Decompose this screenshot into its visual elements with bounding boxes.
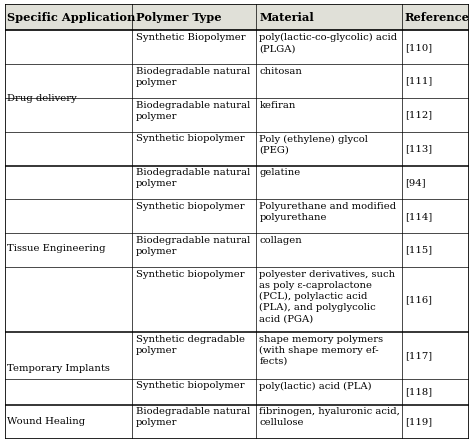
- Text: kefiran: kefiran: [259, 101, 296, 109]
- Text: Drug delivery: Drug delivery: [7, 93, 77, 102]
- Text: Material: Material: [259, 12, 314, 23]
- Text: Synthetic biopolymer: Synthetic biopolymer: [136, 134, 245, 144]
- Text: Reference: Reference: [405, 12, 470, 23]
- Text: [111]: [111]: [406, 77, 433, 85]
- Text: Synthetic degradable
polymer: Synthetic degradable polymer: [136, 334, 245, 355]
- Text: Temporary Implants: Temporary Implants: [7, 364, 110, 373]
- Text: Biodegradable natural
polymer: Biodegradable natural polymer: [136, 67, 250, 87]
- Text: [113]: [113]: [406, 144, 433, 153]
- Text: poly(lactic) acid (PLA): poly(lactic) acid (PLA): [259, 381, 372, 391]
- Text: chitosan: chitosan: [259, 67, 302, 76]
- Text: [114]: [114]: [406, 212, 433, 221]
- Text: [110]: [110]: [406, 43, 433, 52]
- Bar: [5, 4, 469, 31]
- Text: Synthetic biopolymer: Synthetic biopolymer: [136, 202, 245, 211]
- Text: Synthetic biopolymer: Synthetic biopolymer: [136, 381, 245, 390]
- Text: Polyurethane and modified
polyurethane: Polyurethane and modified polyurethane: [259, 202, 396, 222]
- Text: fibrinogen, hyaluronic acid,
cellulose: fibrinogen, hyaluronic acid, cellulose: [259, 408, 400, 427]
- Text: [118]: [118]: [406, 387, 433, 396]
- Text: Synthetic Biopolymer: Synthetic Biopolymer: [136, 33, 246, 42]
- Text: Biodegradable natural
polymer: Biodegradable natural polymer: [136, 236, 250, 256]
- Text: Tissue Engineering: Tissue Engineering: [7, 244, 106, 253]
- Text: Synthetic biopolymer: Synthetic biopolymer: [136, 270, 245, 279]
- Text: [94]: [94]: [406, 178, 426, 187]
- Text: [117]: [117]: [406, 351, 433, 360]
- Text: Biodegradable natural
polymer: Biodegradable natural polymer: [136, 408, 250, 427]
- Text: polyester derivatives, such
as poly ε-caprolactone
(PCL), polylactic acid
(PLA),: polyester derivatives, such as poly ε-ca…: [259, 270, 395, 323]
- Text: gelatine: gelatine: [259, 168, 301, 177]
- Text: Biodegradable natural
polymer: Biodegradable natural polymer: [136, 101, 250, 121]
- Text: [112]: [112]: [406, 110, 433, 120]
- Text: [116]: [116]: [406, 295, 433, 304]
- Text: Poly (ethylene) glycol
(PEG): Poly (ethylene) glycol (PEG): [259, 134, 368, 155]
- Text: Polymer Type: Polymer Type: [136, 12, 222, 23]
- Text: Wound Healing: Wound Healing: [7, 417, 85, 426]
- Text: [115]: [115]: [406, 245, 433, 255]
- Text: shape memory polymers
(with shape memory ef-
fects): shape memory polymers (with shape memory…: [259, 334, 383, 366]
- Text: poly(lactic-co-glycolic) acid
(PLGA): poly(lactic-co-glycolic) acid (PLGA): [259, 33, 397, 53]
- Text: Specific Application: Specific Application: [7, 12, 136, 23]
- Text: Biodegradable natural
polymer: Biodegradable natural polymer: [136, 168, 250, 188]
- Text: [119]: [119]: [406, 417, 433, 426]
- Text: collagen: collagen: [259, 236, 302, 245]
